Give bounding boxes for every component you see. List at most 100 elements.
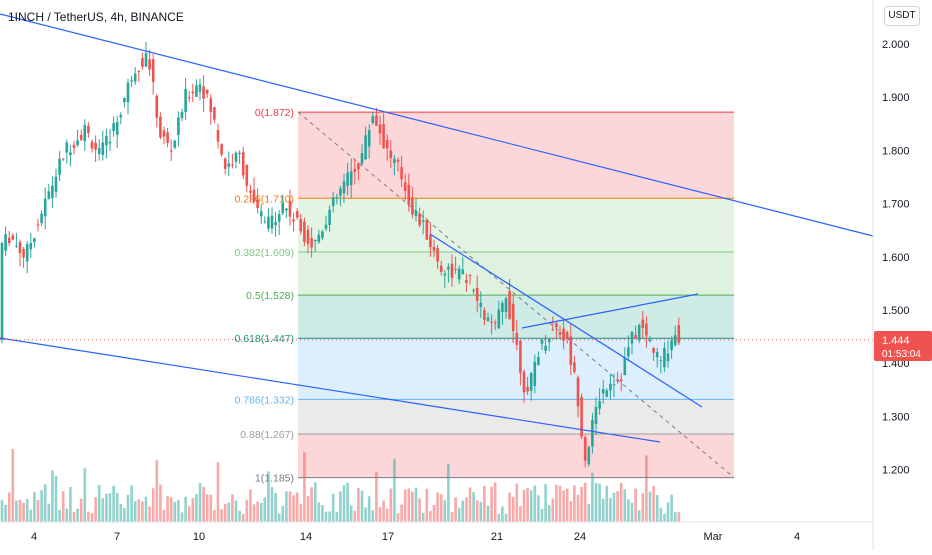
volume-bar bbox=[497, 513, 501, 522]
candle-body bbox=[533, 361, 537, 386]
candle-body bbox=[349, 171, 353, 186]
candle-body bbox=[76, 140, 79, 146]
candle-body bbox=[637, 325, 641, 341]
fibonacci-retracement[interactable]: 0(1.872) 0.236(1.710) 0.382(1.609) 0.5(1.52… bbox=[234, 107, 735, 485]
candle-body bbox=[558, 332, 562, 335]
volume-bar bbox=[501, 506, 504, 522]
currency-button[interactable]: USDT bbox=[884, 6, 920, 26]
candle-body bbox=[634, 334, 637, 339]
volume-bar bbox=[69, 487, 72, 522]
volume-bar bbox=[580, 486, 583, 522]
volume-bar bbox=[569, 501, 573, 522]
volume-bar bbox=[213, 510, 216, 522]
candlesticks bbox=[0, 41, 681, 468]
volume-bar bbox=[223, 504, 227, 522]
candle-body bbox=[454, 268, 457, 270]
volume-bar bbox=[169, 497, 173, 522]
upper-channel-trendline[interactable] bbox=[0, 13, 874, 237]
volume-bar bbox=[551, 498, 555, 522]
time-axis[interactable]: 4 7 10 14 17 21 24 Mar 4 bbox=[31, 531, 800, 543]
candle-body bbox=[79, 135, 83, 140]
candle-body bbox=[259, 211, 263, 217]
volume-bar bbox=[115, 492, 119, 522]
volume-bar bbox=[537, 495, 540, 522]
candle-body bbox=[90, 141, 94, 149]
price-tick-label: 1.400 bbox=[882, 358, 910, 370]
volume-bar bbox=[612, 492, 616, 522]
ascending-trendline[interactable] bbox=[521, 293, 699, 329]
candle-body bbox=[144, 53, 148, 67]
time-tick-label: 21 bbox=[491, 531, 503, 543]
candle-body bbox=[105, 135, 108, 146]
candle-body bbox=[317, 234, 321, 242]
candle-body bbox=[101, 142, 105, 155]
volume-bar bbox=[421, 512, 425, 522]
volume-bar bbox=[40, 490, 43, 522]
volume-bar bbox=[454, 497, 457, 522]
candle-body bbox=[411, 197, 414, 215]
candle-body bbox=[619, 379, 623, 382]
candle-body bbox=[519, 340, 522, 373]
volume-bar bbox=[637, 510, 641, 522]
volume-bar bbox=[144, 496, 148, 522]
candle-body bbox=[598, 401, 601, 409]
volume-bar bbox=[461, 500, 465, 522]
volume-bar bbox=[353, 510, 357, 522]
candle-body bbox=[216, 130, 220, 142]
candle-body bbox=[43, 198, 47, 217]
candle-body bbox=[666, 353, 670, 362]
fib-zone bbox=[298, 198, 734, 253]
fib-trend-line[interactable] bbox=[297, 111, 735, 478]
descending-trendline[interactable] bbox=[429, 233, 703, 408]
candle-body bbox=[130, 80, 133, 82]
candle-body bbox=[223, 158, 227, 169]
volume-bar bbox=[159, 484, 162, 522]
candle-body bbox=[25, 244, 29, 262]
candle-body bbox=[306, 229, 310, 244]
candle-body bbox=[47, 191, 51, 200]
volume-bar bbox=[360, 490, 364, 522]
volume-bar bbox=[605, 485, 609, 522]
time-tick-label: 7 bbox=[114, 531, 120, 543]
volume-bar bbox=[544, 483, 547, 522]
volume-bar bbox=[443, 499, 447, 522]
volume-bar bbox=[357, 488, 360, 522]
price-axis[interactable]: 2.000 1.900 1.800 1.700 1.600 1.500 1.400 1.300… bbox=[882, 39, 910, 477]
volume-bar bbox=[411, 491, 414, 522]
candle-body bbox=[677, 325, 681, 343]
volume-bar bbox=[648, 491, 652, 522]
candle-body bbox=[83, 125, 87, 142]
candle-body bbox=[573, 362, 576, 373]
volume-bar bbox=[367, 496, 371, 522]
volume-bar bbox=[339, 491, 342, 522]
trendlines[interactable] bbox=[0, 13, 874, 443]
volume-bar bbox=[547, 505, 551, 522]
candle-body bbox=[184, 88, 187, 112]
candle-body bbox=[486, 317, 490, 322]
volume-bar bbox=[645, 455, 648, 522]
candle-body bbox=[569, 336, 573, 365]
volume-bar bbox=[519, 506, 522, 522]
volume-bar bbox=[4, 504, 7, 522]
volume-bar bbox=[414, 487, 418, 522]
lower-channel-trendline[interactable] bbox=[0, 337, 661, 443]
candle-body bbox=[123, 97, 126, 103]
volume-bar bbox=[641, 493, 645, 522]
candle-body bbox=[616, 379, 619, 382]
volume-bar bbox=[317, 502, 321, 522]
volume-bar bbox=[565, 488, 569, 522]
volume-bar bbox=[573, 485, 576, 522]
candle-body bbox=[292, 219, 295, 222]
volume-bar bbox=[155, 460, 159, 522]
volume-bar bbox=[184, 496, 187, 522]
volume-bar bbox=[400, 504, 403, 522]
candle-body bbox=[357, 163, 360, 170]
fib-zone bbox=[298, 338, 734, 400]
candle-body bbox=[15, 245, 18, 247]
volume-bar bbox=[522, 489, 526, 522]
volume-bar bbox=[439, 494, 443, 522]
volume-bar bbox=[529, 490, 533, 522]
candle-body bbox=[7, 237, 11, 244]
